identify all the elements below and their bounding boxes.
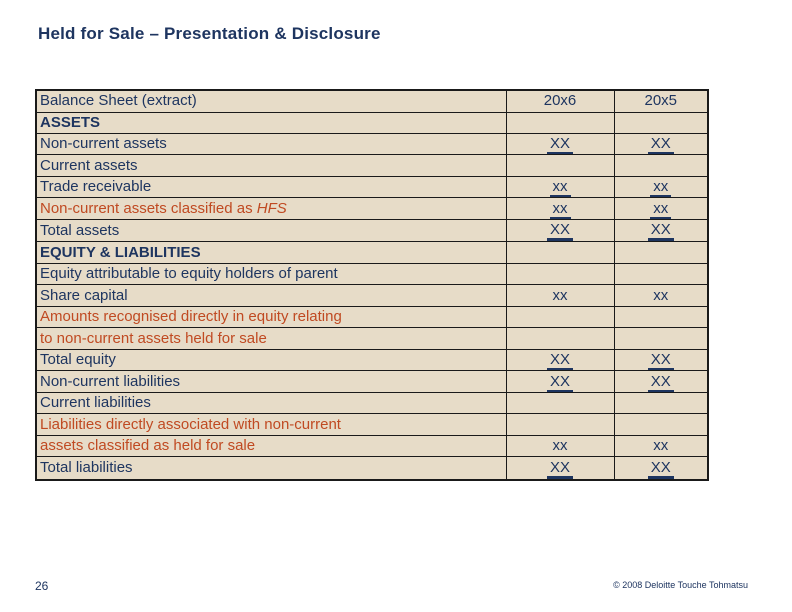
table-row: ASSETS xyxy=(35,111,709,134)
value-cell xyxy=(505,111,615,134)
table-row: EQUITY & LIABILITIES xyxy=(35,241,709,264)
table-row: Total equity XX XX xyxy=(35,348,709,372)
row-label: Non-current assets classified as HFS xyxy=(35,197,507,220)
value-cell xyxy=(613,154,709,177)
value-cell: xx xyxy=(613,175,709,199)
table-row: Trade receivable xx xx xyxy=(35,175,709,199)
slide-page-number: 26 xyxy=(35,579,49,593)
row-label: Liabilities directly associated with non… xyxy=(35,413,507,436)
row-label: Amounts recognised directly in equity re… xyxy=(35,305,507,329)
value-cell: XX xyxy=(613,218,709,243)
row-label: Equity attributable to equity holders of… xyxy=(35,262,507,286)
value-cell xyxy=(505,305,615,329)
value-cell xyxy=(505,262,615,286)
value-cell xyxy=(613,241,709,264)
value-cell xyxy=(613,262,709,286)
table-row: Non-current liabilities XX XX xyxy=(35,370,709,393)
value-cell xyxy=(505,154,615,177)
value-cell: XX xyxy=(505,348,615,372)
table-row: to non-current assets held for sale xyxy=(35,327,709,350)
row-label: Non-current liabilities xyxy=(35,370,507,393)
table-row: Current assets xyxy=(35,154,709,177)
row-label: Total equity xyxy=(35,348,507,372)
value-cell xyxy=(613,111,709,134)
value-cell xyxy=(505,391,615,415)
table-row: Non-current assets XX XX xyxy=(35,132,709,156)
row-label: EQUITY & LIABILITIES xyxy=(35,241,507,264)
row-label: Non-current assets xyxy=(35,132,507,156)
row-label: Balance Sheet (extract) xyxy=(35,89,507,113)
value-cell: XX xyxy=(613,132,709,156)
value-cell xyxy=(613,413,709,436)
balance-sheet-table: Balance Sheet (extract) 20x6 20x5 ASSETS Non… xyxy=(35,89,709,481)
value-cell: XX xyxy=(613,348,709,372)
value-cell: xx xyxy=(613,434,709,458)
copyright-notice: © 2008 Deloitte Touche Tohmatsu xyxy=(613,580,748,590)
value-cell: xx xyxy=(505,434,615,458)
row-label: Current liabilities xyxy=(35,391,507,415)
slide-title: Held for Sale – Presentation & Disclosur… xyxy=(38,24,381,43)
value-cell xyxy=(505,327,615,350)
table-row: Liabilities directly associated with non… xyxy=(35,413,709,436)
table-row: Non-current assets classified as HFS xx xx xyxy=(35,197,709,220)
row-label: to non-current assets held for sale xyxy=(35,327,507,350)
value-cell: XX xyxy=(613,370,709,393)
table-row: Share capital xx xx xyxy=(35,284,709,307)
table-row: Balance Sheet (extract) 20x6 20x5 xyxy=(35,89,709,113)
value-cell xyxy=(505,413,615,436)
table-row: Current liabilities xyxy=(35,391,709,415)
table-row: Total liabilities XX XX xyxy=(35,456,709,481)
row-label: Total liabilities xyxy=(35,456,507,481)
value-cell: 20x6 xyxy=(505,89,615,113)
value-cell: XX xyxy=(505,370,615,393)
table-row: Total assets XX XX xyxy=(35,218,709,243)
value-cell: xx xyxy=(505,197,615,220)
row-label: assets classified as held for sale xyxy=(35,434,507,458)
value-cell: XX xyxy=(505,132,615,156)
value-cell: xx xyxy=(505,175,615,199)
row-label: Share capital xyxy=(35,284,507,307)
row-label: Total assets xyxy=(35,218,507,243)
row-label: ASSETS xyxy=(35,111,507,134)
row-label: Trade receivable xyxy=(35,175,507,199)
value-cell xyxy=(613,327,709,350)
value-cell xyxy=(505,241,615,264)
balance-sheet-body: Balance Sheet (extract) 20x6 20x5 ASSETS Non… xyxy=(35,89,709,481)
value-cell: XX xyxy=(505,218,615,243)
value-cell: xx xyxy=(613,197,709,220)
value-cell xyxy=(613,391,709,415)
value-cell: 20x5 xyxy=(613,89,709,113)
row-label: Current assets xyxy=(35,154,507,177)
value-cell: XX xyxy=(613,456,709,481)
table-row: assets classified as held for sale xx xx xyxy=(35,434,709,458)
value-cell xyxy=(613,305,709,329)
value-cell: XX xyxy=(505,456,615,481)
value-cell: xx xyxy=(613,284,709,307)
table-row: Amounts recognised directly in equity re… xyxy=(35,305,709,329)
table-row: Equity attributable to equity holders of… xyxy=(35,262,709,286)
value-cell: xx xyxy=(505,284,615,307)
